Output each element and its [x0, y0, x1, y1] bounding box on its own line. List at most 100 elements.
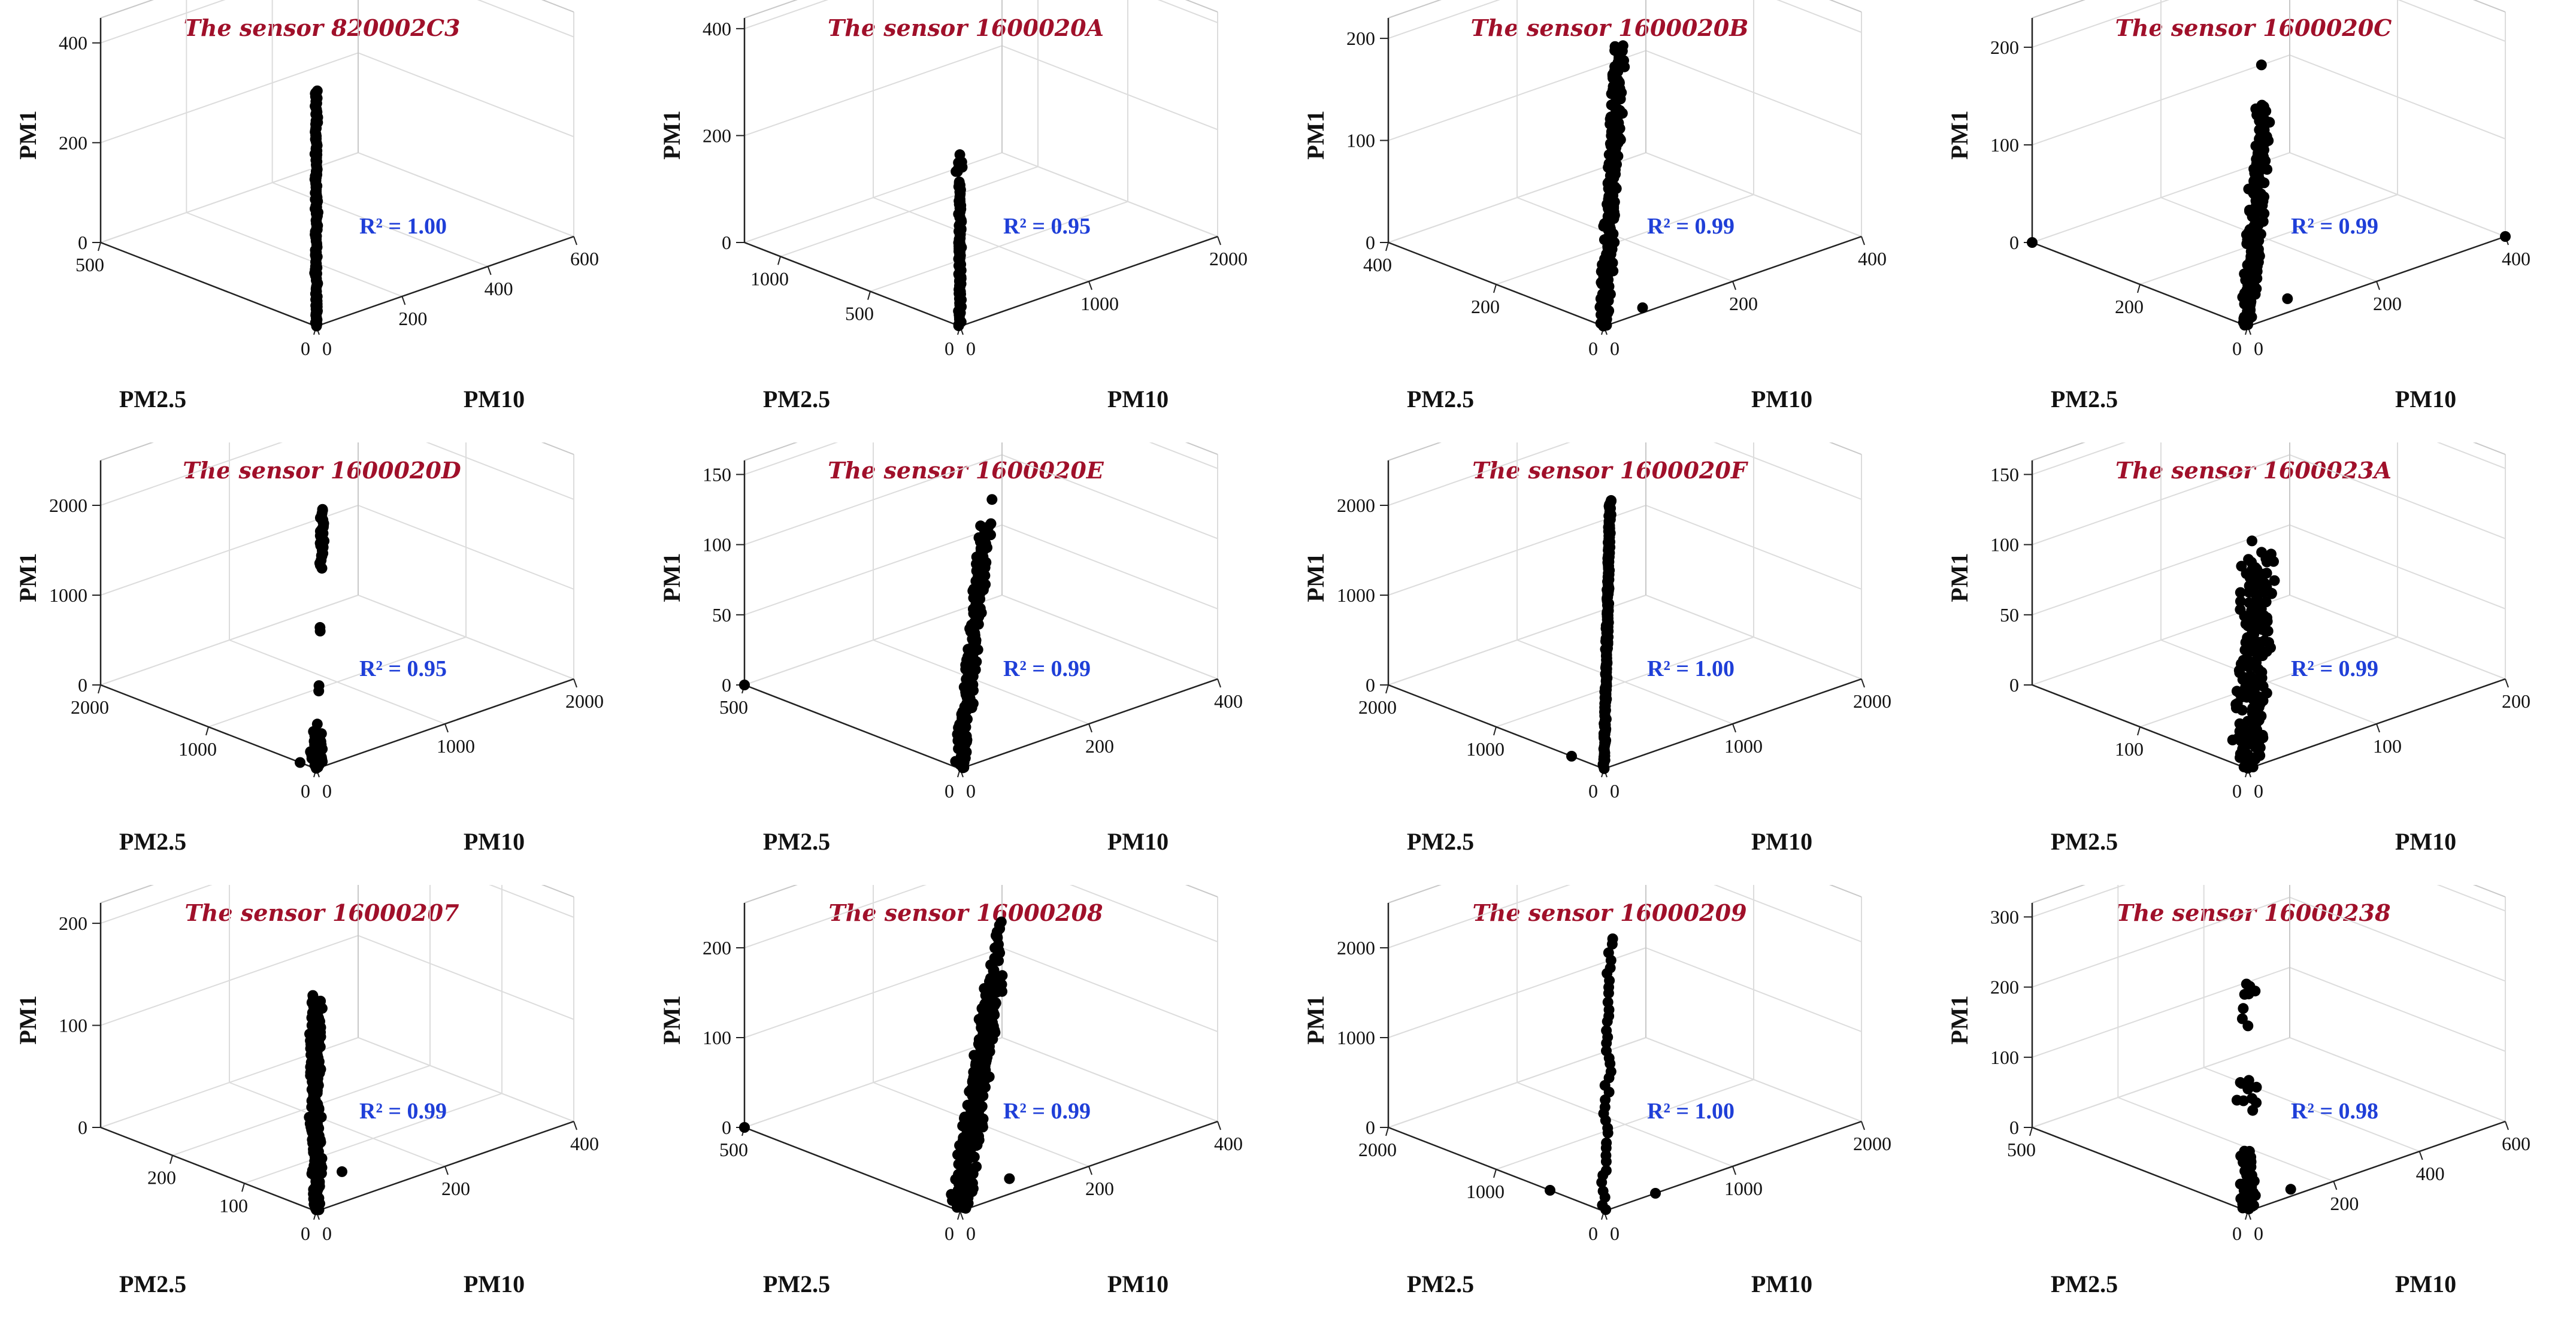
grid-line: [1645, 595, 1862, 680]
x-tick: [2333, 1181, 2338, 1190]
y-tick: [2137, 726, 2141, 736]
r2-annotation: R² = 1.00: [1647, 1099, 1735, 1124]
z-axis-label: PM1: [658, 553, 685, 602]
grid-line: [873, 639, 1089, 724]
z-tick-label: 200: [59, 912, 87, 934]
data-point: [2256, 579, 2268, 590]
chart-panel: The sensor 1600020A 0 1000 2000 0 500 1000 0 200…: [644, 0, 1288, 442]
x-axis-label: PM10: [464, 828, 525, 855]
x-tick-label: 0: [1610, 1223, 1620, 1244]
y-tick-label: 1000: [1466, 1181, 1505, 1202]
chart-panel: The sensor 1600020F 0 1000 2000 0 1000 2000 0 10…: [1288, 442, 1932, 885]
data-points: [309, 85, 323, 332]
y-tick: [957, 1211, 961, 1220]
x-tick-label: 1000: [437, 735, 475, 757]
grid-line: [100, 505, 359, 596]
y-tick-label: 500: [719, 1139, 748, 1160]
grid-line: [2398, 0, 2506, 42]
data-points: [304, 990, 347, 1215]
grid-line: [172, 1065, 431, 1156]
grid-line: [744, 595, 1003, 686]
grid-line: [272, 182, 489, 267]
data-points: [2227, 535, 2280, 774]
y-tick-label: 500: [845, 303, 874, 325]
data-point: [1545, 1185, 1555, 1196]
data-point: [2241, 735, 2253, 746]
z-tick-label: 100: [703, 1027, 731, 1048]
x-tick-label: 0: [966, 338, 976, 359]
data-point: [976, 1051, 988, 1062]
scatter3d-chart: The sensor 1600020B020040002004000100200…: [1302, 0, 1887, 413]
z-tick-label: 0: [78, 1117, 87, 1138]
x-tick-label: 400: [2416, 1163, 2445, 1184]
y-axis-line: [744, 1126, 961, 1212]
grid-line: [100, 885, 213, 924]
r2-annotation: R² = 0.99: [2291, 214, 2378, 239]
data-points: [1566, 495, 1617, 774]
x-tick-label: 600: [2502, 1133, 2530, 1154]
data-point: [313, 686, 325, 697]
data-point: [2256, 99, 2268, 111]
x-axis-line: [316, 235, 574, 328]
data-point: [1605, 1066, 1617, 1077]
grid-line: [244, 1093, 503, 1184]
chart-panel: The sensor 16000207 0 200 400 0 100 200 0 100 200…: [0, 885, 644, 1327]
x-tick: [1732, 281, 1736, 290]
z-tick-label: 0: [2009, 1117, 2019, 1138]
x-tick-label: 200: [1085, 735, 1114, 757]
y-tick: [1385, 684, 1389, 694]
z-tick-label: 0: [1366, 232, 1375, 253]
z-tick-label: 1000: [1337, 1027, 1375, 1048]
grid-line: [2289, 454, 2506, 539]
data-points: [739, 916, 1015, 1214]
z-tick-label: 200: [703, 125, 731, 146]
z-tick-label: 1000: [49, 584, 87, 606]
z-axis-label: PM1: [1302, 553, 1329, 602]
box-edge: [744, 885, 798, 903]
grid-line: [425, 442, 574, 500]
x-tick-label: 400: [1214, 690, 1243, 712]
data-point: [2235, 604, 2246, 616]
z-tick-label: 50: [712, 604, 731, 626]
chart-panel: The sensor 1600023A 0 100 200 0 100 0 50 100 150 P…: [1932, 442, 2575, 885]
x-tick: [2505, 678, 2509, 688]
chart-title: The sensor 1600023A: [2115, 457, 2392, 484]
grid-line: [100, 935, 359, 1026]
data-point: [2500, 231, 2511, 242]
grid-line: [744, 947, 1003, 1038]
data-point: [1607, 933, 1618, 944]
data-point: [2241, 1199, 2253, 1210]
y-tick: [205, 726, 209, 736]
x-axis-label: PM10: [464, 1271, 525, 1297]
x-tick-label: 600: [570, 248, 599, 269]
grid-line: [1388, 885, 1571, 948]
r2-annotation: R² = 0.99: [2291, 656, 2378, 681]
chart-panel: The sensor 1600020C 0 200 400 0 200 0 100 200 PM1…: [1932, 0, 2575, 442]
box-edge: [1388, 442, 1442, 461]
z-axis-label: PM1: [1302, 995, 1329, 1044]
x-tick-label: 1000: [1724, 1178, 1763, 1199]
data-point: [2244, 1145, 2255, 1157]
grid-line: [1001, 524, 1218, 610]
data-point: [2231, 686, 2242, 697]
data-point: [1637, 302, 1648, 313]
grid-line: [358, 1037, 574, 1122]
box-edge: [1388, 885, 1442, 903]
r2-annotation: R² = 0.98: [2291, 1099, 2378, 1124]
x-tick-label: 200: [2373, 293, 2402, 314]
data-point: [2238, 747, 2249, 758]
y-tick: [98, 242, 101, 251]
data-points: [2231, 978, 2296, 1215]
x-tick-label: 0: [322, 1223, 332, 1244]
grid-line: [186, 212, 402, 297]
chart-title: The sensor 16000238: [2116, 899, 2390, 926]
data-point: [954, 149, 965, 160]
x-tick-label: 200: [1085, 1178, 1114, 1199]
z-axis-label: PM1: [14, 995, 41, 1044]
grid-line: [1149, 442, 1218, 469]
z-tick-label: 150: [1990, 463, 2019, 485]
grid-lines: [744, 0, 1218, 327]
y-tick-label: 500: [2007, 1139, 2036, 1160]
